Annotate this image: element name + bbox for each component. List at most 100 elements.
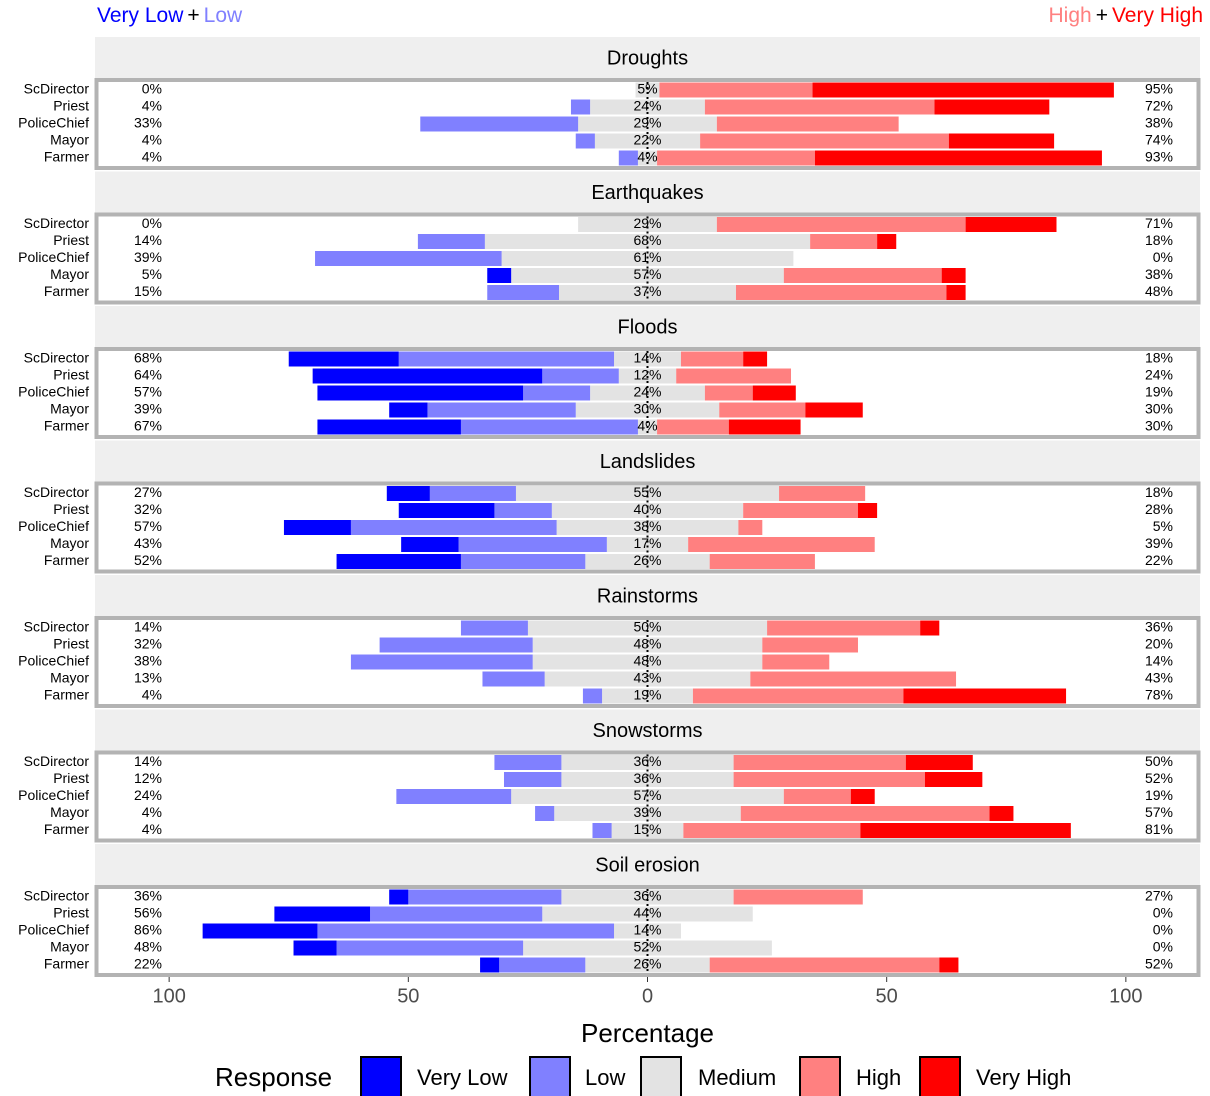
high-pct: 52% [1145,770,1173,786]
high-pct: 50% [1145,753,1173,769]
medium-pct: 48% [633,636,661,652]
row-label: ScDirector [24,81,90,97]
medium-pct: 57% [633,266,661,282]
strip-title: Soil erosion [595,854,700,876]
bar-segment [903,688,1067,704]
strip [95,709,1200,752]
low-pct: 14% [134,619,162,635]
bar-segment [460,419,638,435]
header-item: Very High [1112,4,1203,27]
strip [95,306,1200,348]
medium-pct: 30% [633,401,661,417]
bar-segment [427,402,576,418]
bar-segment [460,620,528,636]
high-pct: 18% [1145,484,1173,500]
bar-segment [515,486,780,501]
high-pct: 19% [1145,787,1173,803]
low-pct: 4% [142,149,162,165]
row-label: ScDirector [24,215,90,231]
bar-segment [396,789,512,804]
legend-key [360,1056,402,1096]
strip-title: Landslides [600,451,696,473]
medium-pct: 26% [633,956,661,972]
low-pct: 13% [134,670,162,686]
medium-pct: 52% [633,939,661,955]
row-label: PoliceChief [18,384,89,400]
bar-segment [293,940,337,956]
bar-segment [350,520,557,535]
strip [95,37,1200,79]
low-pct: 32% [134,501,162,517]
low-pct: 39% [134,249,162,265]
panel-border [94,616,1201,708]
x-tick-label: 0 [642,985,653,1007]
bar-segment [570,99,591,115]
high-pct: 5% [1153,518,1173,534]
bar-segment [719,402,806,418]
high-pct: 36% [1145,619,1173,635]
legend-label: Very Low [417,1065,508,1090]
bar-segment [743,351,768,367]
medium-pct: 19% [633,687,661,703]
medium-pct: 40% [633,501,661,517]
header-item: Low [204,4,243,27]
bar-segment [283,520,351,535]
medium-pct: 44% [633,905,661,921]
low-pct: 67% [134,418,162,434]
bar-segment [733,889,863,905]
legend-label: High [856,1065,901,1090]
bar-segment [336,940,524,956]
bar-segment [709,554,815,569]
bar-segment [503,772,562,787]
row-label: Priest [53,636,89,652]
bar-segment [582,688,603,704]
x-tick-label: 50 [876,985,898,1007]
x-tick-label: 100 [152,985,185,1007]
bar-segment [487,268,512,283]
high-pct: 93% [1145,149,1173,165]
header-low: Very Low + Low [97,4,243,27]
low-pct: 22% [134,956,162,972]
bar-segment [762,637,858,653]
bar-segment [692,688,904,704]
low-pct: 33% [134,115,162,131]
low-pct: 48% [134,939,162,955]
bar-segment [688,537,875,552]
low-pct: 0% [142,215,162,231]
medium-pct: 43% [633,670,661,686]
high-pct: 0% [1153,905,1173,921]
low-pct: 0% [142,81,162,97]
row-label: PoliceChief [18,787,89,803]
bar-segment [733,772,925,787]
bar-segment [812,82,1114,98]
row-label: Mayor [50,132,89,148]
low-pct: 24% [134,787,162,803]
high-pct: 38% [1145,115,1173,131]
strip-title: Droughts [607,47,688,69]
high-pct: 19% [1145,384,1173,400]
bar-segment [850,789,875,804]
bar-segment [659,82,813,98]
medium-pct: 4% [637,149,657,165]
bar-segment [527,620,768,636]
high-pct: 72% [1145,98,1173,114]
legend-key [919,1056,961,1096]
row-label: Priest [53,232,89,248]
bar-segment [606,537,689,552]
bar-segment [704,385,753,401]
bar-segment [482,671,545,687]
bar-segment [989,806,1014,821]
bar-segment [408,889,562,905]
bar-segment [948,133,1055,149]
bar-segment [728,419,801,435]
bar-segment [379,637,533,653]
header-item: Very Low [97,4,184,27]
high-pct: 52% [1145,956,1173,972]
panel-border [94,78,1201,170]
bar-segment [370,906,543,922]
row-label: PoliceChief [18,922,89,938]
high-pct: 0% [1153,249,1173,265]
bar-segment [860,823,1071,838]
medium-pct: 22% [633,132,661,148]
